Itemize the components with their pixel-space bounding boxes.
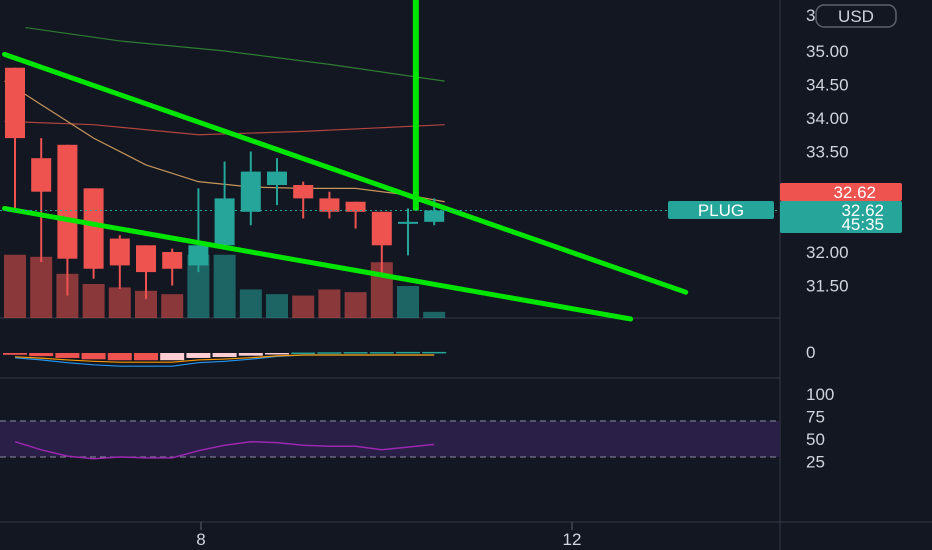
volume-bar bbox=[292, 295, 315, 318]
volume-bar bbox=[344, 292, 367, 318]
currency-button[interactable] bbox=[815, 4, 897, 28]
macd-histogram-bar bbox=[212, 353, 237, 358]
price-tick-label: 33.50 bbox=[806, 143, 849, 162]
candle-body bbox=[188, 245, 209, 266]
macd-signal-line bbox=[14, 354, 435, 363]
macd-histogram-bar bbox=[422, 351, 447, 354]
rsi-axis: 100 75 50 25 bbox=[806, 385, 834, 472]
macd-histogram-bar bbox=[238, 353, 263, 356]
price-tick-label: 34.50 bbox=[806, 76, 849, 95]
candle-body bbox=[83, 188, 104, 269]
prev-close-value: 32.62 bbox=[833, 183, 876, 202]
candles bbox=[5, 67, 445, 299]
currency-label: USD bbox=[838, 7, 874, 26]
rsi-tick-label: 50 bbox=[806, 430, 825, 449]
symbol-tag bbox=[668, 201, 774, 219]
candle-body bbox=[5, 67, 25, 139]
macd-zero-label: 0 bbox=[806, 343, 815, 362]
macd-histogram-bar bbox=[265, 353, 289, 355]
symbol-label: PLUG bbox=[698, 201, 744, 220]
macd-histogram-bar bbox=[81, 353, 106, 360]
price-tick-label: 3 bbox=[806, 6, 815, 25]
volume-bar bbox=[56, 273, 79, 318]
price-tick-label: 34.00 bbox=[806, 109, 849, 128]
volume-bar bbox=[397, 286, 419, 318]
macd-histogram-bar bbox=[134, 353, 158, 361]
last-price-value: 32.62 bbox=[841, 201, 884, 220]
trendlines bbox=[2, 0, 689, 322]
bar-countdown: 45:35 bbox=[841, 215, 884, 234]
macd-histogram-bar bbox=[291, 352, 316, 355]
volume-bar bbox=[82, 284, 105, 318]
candle-body bbox=[57, 144, 78, 259]
volume-bar bbox=[135, 290, 157, 318]
rsi-tick-label: 75 bbox=[806, 408, 825, 427]
rsi-tick-label: 100 bbox=[806, 385, 834, 404]
price-axis: 35.00 34.50 34.00 33.50 32.00 31.50 3 bbox=[806, 6, 849, 296]
macd-histogram-bar bbox=[186, 353, 211, 358]
macd-histogram-bar bbox=[55, 353, 80, 358]
volume-bar bbox=[30, 256, 53, 318]
macd-histogram-bar bbox=[107, 353, 132, 361]
price-tick-label: 31.50 bbox=[806, 277, 849, 296]
candle-body bbox=[240, 171, 261, 212]
candle-body bbox=[31, 158, 52, 192]
volume-bar bbox=[4, 254, 26, 318]
candle-body bbox=[345, 201, 366, 212]
rsi-tick-label: 25 bbox=[806, 453, 825, 472]
volume-bar bbox=[161, 294, 184, 318]
candle-body bbox=[214, 198, 235, 246]
lower-trendline bbox=[2, 205, 634, 322]
candle-body bbox=[398, 221, 418, 224]
candle-body bbox=[136, 245, 156, 273]
price-tick-label: 35.00 bbox=[806, 42, 849, 61]
volume-bar bbox=[239, 289, 262, 318]
volume-bar bbox=[213, 254, 236, 318]
candle-body bbox=[371, 211, 392, 246]
last-price-tag bbox=[780, 201, 902, 233]
time-axis: 8 12 bbox=[196, 522, 581, 549]
macd-histogram-bar bbox=[343, 352, 368, 354]
macd-histogram-bar bbox=[317, 352, 342, 354]
time-tick-label: 8 bbox=[196, 530, 205, 549]
rsi-pane bbox=[14, 440, 435, 460]
macd-histogram-bar bbox=[160, 353, 185, 361]
price-tick-label: 32.00 bbox=[806, 243, 849, 262]
candle-body bbox=[267, 171, 287, 185]
rsi-line bbox=[14, 440, 435, 460]
time-tick-label: 12 bbox=[563, 530, 582, 549]
ma-red-line bbox=[4, 120, 445, 136]
candle-body bbox=[293, 185, 314, 199]
candle-body bbox=[109, 238, 130, 266]
candle-body bbox=[162, 252, 183, 269]
volume-bar bbox=[187, 254, 210, 318]
volume-bar bbox=[266, 294, 288, 318]
upper-trendline bbox=[2, 51, 689, 295]
ma-green-line bbox=[25, 26, 445, 82]
rsi-band bbox=[0, 421, 780, 457]
volume-bar bbox=[318, 289, 341, 318]
macd-histogram-bar bbox=[29, 353, 54, 357]
macd-histogram-bar bbox=[396, 351, 420, 354]
macd-histogram-bar bbox=[3, 353, 27, 355]
prev-close-tag bbox=[780, 183, 902, 201]
macd-histogram-bar bbox=[369, 352, 394, 354]
candle-body bbox=[424, 210, 445, 222]
macd-pane bbox=[3, 351, 447, 367]
volume-bar bbox=[108, 287, 131, 318]
candle-body bbox=[319, 198, 340, 212]
volume-bar bbox=[423, 311, 446, 318]
